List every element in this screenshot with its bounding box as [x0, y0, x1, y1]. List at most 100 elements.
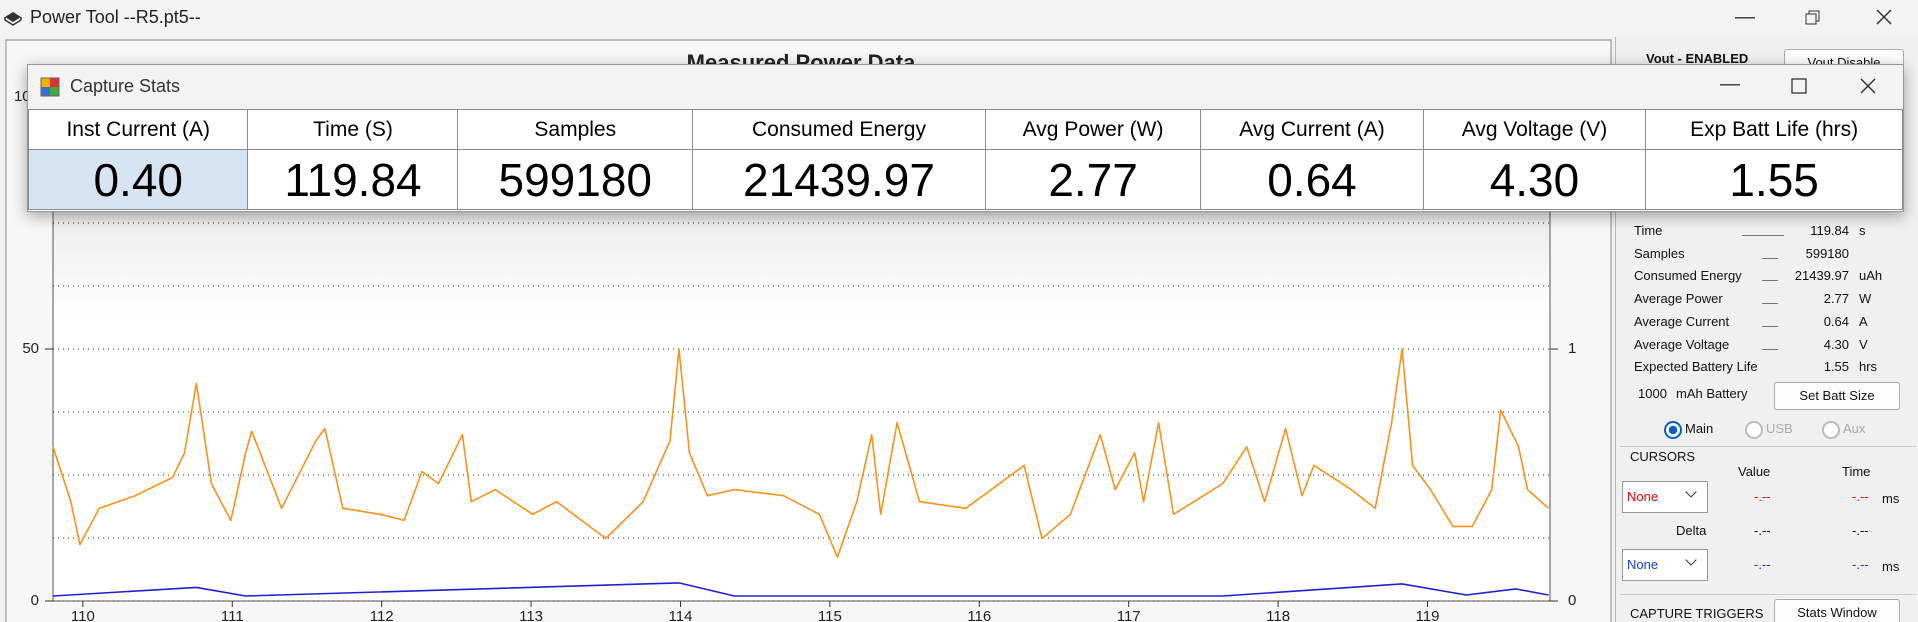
stat-label: Expected Battery Life — [1634, 359, 1758, 375]
cursor-unit: ms — [1882, 491, 1900, 506]
series-line — [52, 348, 1550, 558]
select-text: None — [1627, 557, 1659, 572]
stat-value: 21439.97 — [1794, 268, 1849, 284]
stat-value: 119.84 — [1810, 223, 1849, 238]
x-tick-label: 112 — [370, 608, 394, 622]
stat-label: Samples — [1634, 245, 1685, 261]
stat-value: 119.84 — [247, 149, 459, 210]
stat-value: 4.30 — [1422, 149, 1647, 210]
battery-unit: mAh Battery — [1676, 386, 1748, 401]
restore-button[interactable] — [1805, 10, 1821, 26]
set-batt-button[interactable]: Set Batt Size — [1774, 382, 1900, 410]
column-header: Avg Current (A) — [1200, 109, 1424, 150]
x-tick-label: 110 — [71, 608, 95, 622]
column-header: Avg Voltage (V) — [1422, 109, 1647, 150]
column-header: Consumed Energy — [692, 109, 986, 150]
x-tick-label: 114 — [669, 608, 693, 622]
stat-value: 0.40 — [27, 149, 249, 210]
cursor-select[interactable]: None — [1622, 481, 1708, 513]
series-line — [52, 582, 1549, 597]
cursor-time: -.-- — [1852, 489, 1869, 504]
y2-tick-label: 1 — [1568, 340, 1576, 357]
stat-label: Consumed Energy — [1634, 268, 1742, 284]
delta-time: -.-- — [1852, 523, 1869, 538]
cursors-title: CURSORS — [1630, 449, 1696, 464]
radio-label: Aux — [1843, 421, 1866, 436]
radio-label: Main — [1685, 421, 1714, 436]
app-icon — [4, 12, 22, 26]
select-arrow — [1685, 554, 1697, 566]
delta-value: -.-- — [1754, 523, 1771, 538]
stat-value: 4.30 — [1823, 336, 1849, 352]
minimize-button[interactable]: — — [1735, 6, 1755, 28]
stat-unit: hrs — [1859, 359, 1878, 375]
stat-unit: A — [1859, 313, 1868, 329]
stats-window-button[interactable]: Stats Window — [1774, 599, 1900, 622]
stat-unit: V — [1859, 336, 1868, 352]
stat-value: 1.55 — [1645, 149, 1903, 210]
stat-leader — [1762, 325, 1778, 327]
close-button[interactable] — [1860, 78, 1876, 94]
stat-unit: s — [1859, 223, 1866, 238]
x-tick-label: 117 — [1117, 608, 1141, 622]
window-icon — [40, 77, 60, 97]
stat-label: Time — [1634, 223, 1663, 238]
stat-leader — [1762, 280, 1778, 282]
select-arrow — [1685, 486, 1697, 498]
stat-label: Average Current — [1634, 313, 1730, 329]
stat-leader — [1742, 235, 1784, 236]
stat-value: 599180 — [457, 149, 694, 210]
column-header: Samples — [457, 109, 694, 150]
value-header: Value — [1738, 464, 1771, 479]
stat-leader — [1762, 348, 1778, 350]
stats-title-bar: Capture Stats — — [28, 65, 1903, 109]
app-title: Power Tool --R5.pt5-- — [30, 7, 201, 27]
cursor-unit: ms — [1882, 559, 1900, 574]
radio-button[interactable] — [1745, 421, 1763, 439]
x-tick-label: 119 — [1416, 608, 1440, 622]
stat-unit: W — [1859, 291, 1872, 307]
stat-label: Average Power — [1634, 291, 1723, 307]
maximize-button[interactable] — [1791, 78, 1807, 94]
divider — [1620, 594, 1916, 595]
cursor-time: -.-- — [1852, 557, 1869, 572]
stats-table: Inst Current (A) Time (S) Samples Consumed … — [27, 109, 1903, 210]
stat-value: 0.64 — [1823, 313, 1849, 329]
capture-triggers-title: CAPTURE TRIGGERS — [1630, 606, 1764, 621]
column-header: Inst Current (A) — [27, 109, 249, 150]
header-row: Inst Current (A) Time (S) Samples Consumed … — [27, 109, 1903, 150]
column-header: Avg Power (W) — [984, 109, 1202, 150]
close-button[interactable] — [1876, 9, 1892, 25]
x-tick-label: 113 — [519, 608, 543, 622]
stat-value: 1.55 — [1823, 359, 1849, 375]
y2-tick-label: 0 — [1568, 592, 1576, 609]
title-bar: Power Tool --R5.pt5-- — — [0, 0, 1918, 37]
delta-label: Delta — [1676, 523, 1707, 538]
stats-title: Capture Stats — [70, 76, 181, 96]
radio-button[interactable] — [1822, 421, 1840, 439]
stat-leader — [1762, 257, 1778, 259]
cursor-value: -.-- — [1754, 557, 1771, 572]
battery-value: 1000 — [1638, 386, 1667, 401]
stat-value: 0.64 — [1200, 149, 1424, 210]
x-tick-label: 118 — [1266, 608, 1290, 622]
divider — [1620, 446, 1916, 447]
radio-button[interactable] — [1664, 421, 1682, 439]
stat-label: Average Voltage — [1634, 336, 1730, 352]
stat-value: 599180 — [1805, 245, 1849, 261]
time-header: Time — [1842, 464, 1871, 479]
stat-value: 21439.97 — [692, 149, 986, 210]
y-tick-label: 0 — [31, 592, 39, 609]
stat-leader — [1762, 303, 1778, 305]
x-tick-label: 111 — [221, 608, 244, 622]
x-tick-label: 116 — [967, 608, 991, 622]
stat-value: 2.77 — [984, 149, 1202, 210]
minimize-button[interactable]: — — [1720, 73, 1740, 95]
stat-unit: uAh — [1859, 268, 1883, 284]
column-header: Time (S) — [247, 109, 459, 150]
radio-label: USB — [1766, 421, 1793, 436]
value-row: 0.40 119.84 599180 21439.97 2.77 0.64 4.30 1.55 — [27, 149, 1903, 210]
x-tick-label: 115 — [818, 608, 842, 622]
cursor-select[interactable]: None — [1622, 549, 1708, 581]
